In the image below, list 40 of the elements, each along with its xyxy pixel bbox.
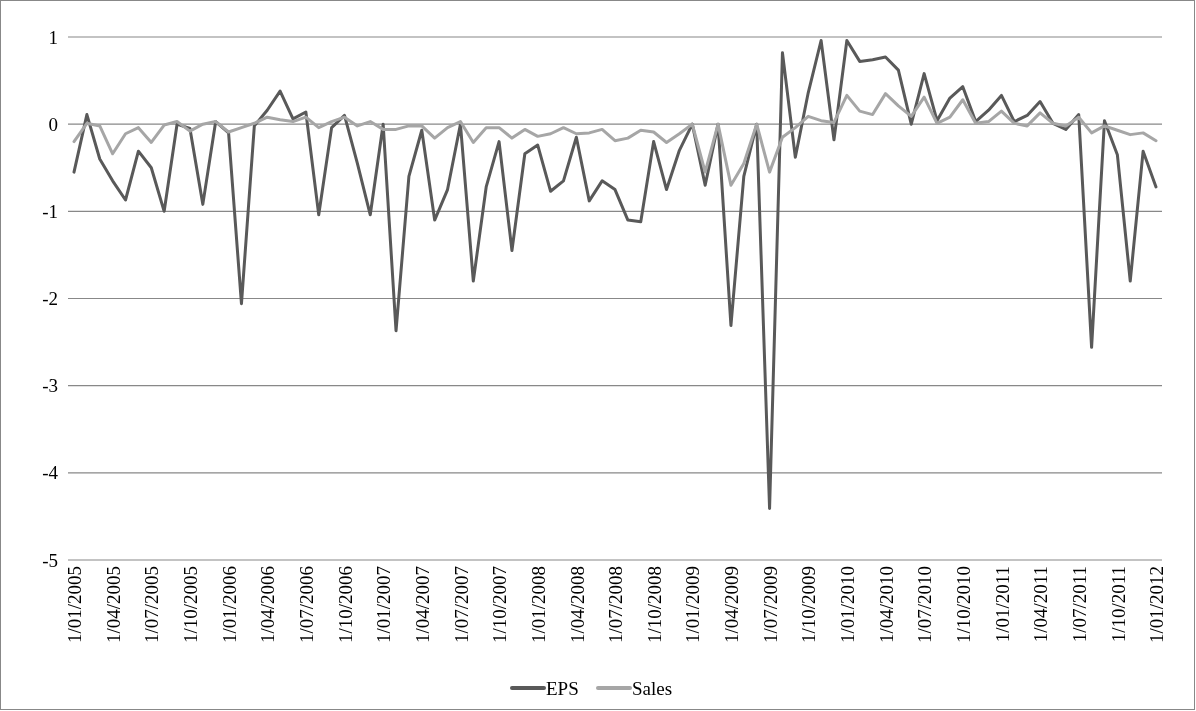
y-tick-label: 1	[48, 26, 58, 48]
x-tick-label: 1/04/2010	[875, 566, 897, 644]
x-tick-label: 1/07/2011	[1068, 566, 1090, 643]
x-tick-label: 1/10/2010	[952, 566, 974, 644]
x-tick-label: 1/07/2007	[450, 566, 472, 644]
x-tick-label: 1/10/2007	[489, 566, 511, 644]
x-tick-label: 1/10/2011	[1107, 566, 1129, 643]
x-tick-label: 1/04/2008	[566, 566, 588, 644]
x-tick-label: 1/07/2005	[141, 566, 163, 644]
line-series	[72, 38, 1158, 511]
legend-label: Sales	[632, 677, 673, 699]
y-tick-label: -3	[42, 375, 58, 397]
x-tick-label: 1/10/2009	[798, 566, 820, 644]
x-tick-label: 1/07/2008	[605, 566, 627, 644]
line-series	[72, 92, 1158, 187]
y-tick-label: -5	[42, 549, 58, 571]
y-tick-label: -2	[42, 288, 58, 310]
x-tick-label: 1/01/2009	[682, 566, 704, 644]
x-tick-label: 1/10/2006	[334, 566, 356, 644]
y-tick-label: -4	[42, 462, 59, 484]
y-tick-label: -1	[42, 200, 58, 222]
x-tick-label: 1/07/2006	[296, 566, 318, 644]
x-tick-label: 1/07/2009	[759, 566, 781, 644]
y-tick-label: 0	[48, 113, 58, 135]
x-tick-label: 1/04/2011	[1030, 566, 1052, 643]
x-tick-label: 1/04/2005	[102, 566, 124, 644]
x-tick-label: 1/04/2006	[257, 566, 279, 644]
x-tick-label: 1/04/2009	[721, 566, 743, 644]
x-tick-label: 1/07/2010	[914, 566, 936, 644]
x-tick-label: 1/01/2007	[373, 566, 395, 644]
x-tick-label: 1/01/2012	[1146, 566, 1168, 644]
x-tick-label: 1/10/2008	[643, 566, 665, 644]
x-tick-label: 1/01/2008	[527, 566, 549, 644]
x-tick-label: 1/01/2005	[64, 566, 86, 644]
legend-label: EPS	[546, 677, 579, 699]
x-tick-label: 1/01/2006	[218, 566, 240, 644]
x-tick-label: 1/04/2007	[411, 566, 433, 644]
x-tick-label: 1/01/2010	[837, 566, 859, 644]
x-tick-label: 1/01/2011	[991, 566, 1013, 643]
x-tick-label: 1/10/2005	[180, 566, 202, 644]
